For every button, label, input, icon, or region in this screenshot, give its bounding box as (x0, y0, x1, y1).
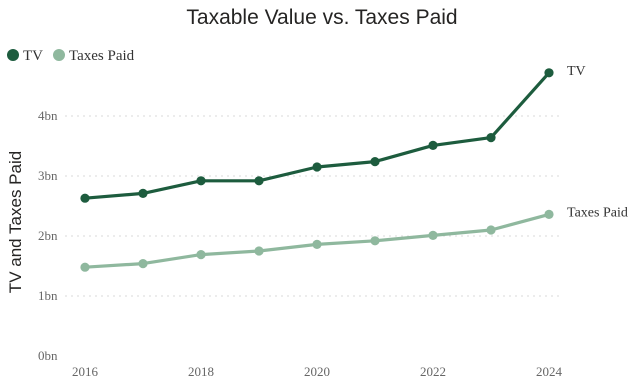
x-tick-label: 2016 (72, 364, 99, 379)
data-point-taxes-paid (544, 209, 554, 219)
end-labels: TV Taxes Paid (567, 64, 628, 221)
x-tick-label: 2018 (188, 364, 214, 379)
y-tick-label: 3bn (38, 168, 58, 183)
y-axis-ticks: 0bn 1bn 2bn 3bn 4bn (38, 108, 58, 363)
data-point-tv (138, 188, 148, 198)
y-tick-label: 1bn (38, 288, 58, 303)
data-point-taxes-paid (196, 250, 206, 260)
end-label-taxes-paid: Taxes Paid (567, 205, 628, 220)
chart-title: Taxable Value vs. Taxes Paid (186, 6, 457, 29)
data-point-tv (254, 176, 264, 186)
data-point-taxes-paid (312, 239, 322, 249)
data-point-tv (486, 133, 496, 143)
x-tick-label: 2022 (420, 364, 446, 379)
data-point-tv (544, 68, 554, 78)
legend: TV Taxes Paid (7, 48, 135, 64)
data-point-taxes-paid (428, 230, 438, 240)
x-axis-ticks: 2016 2018 2020 2022 2024 (72, 364, 563, 379)
data-point-taxes-paid (370, 236, 380, 246)
data-point-taxes-paid (254, 246, 264, 256)
data-point-taxes-paid (138, 259, 148, 269)
legend-marker-tv (7, 49, 19, 61)
data-point-tv (80, 193, 90, 203)
series (80, 68, 554, 272)
series-line-tv (83, 71, 551, 200)
data-point-tv (370, 157, 380, 167)
data-point-tv (428, 140, 438, 150)
x-tick-label: 2024 (536, 364, 563, 379)
y-axis-title: TV and Taxes Paid (6, 151, 25, 293)
data-point-tv (196, 176, 206, 186)
legend-label-tv: TV (23, 48, 43, 64)
data-point-tv (312, 162, 322, 172)
data-point-taxes-paid (486, 225, 496, 235)
x-tick-label: 2020 (304, 364, 330, 379)
y-tick-label: 2bn (38, 228, 58, 243)
end-label-tv: TV (567, 64, 586, 79)
legend-label-taxes-paid: Taxes Paid (69, 48, 135, 64)
gridlines (65, 115, 560, 297)
legend-marker-taxes-paid (53, 49, 65, 61)
y-tick-label: 4bn (38, 108, 58, 123)
data-point-taxes-paid (80, 262, 90, 272)
y-tick-label: 0bn (38, 348, 58, 363)
